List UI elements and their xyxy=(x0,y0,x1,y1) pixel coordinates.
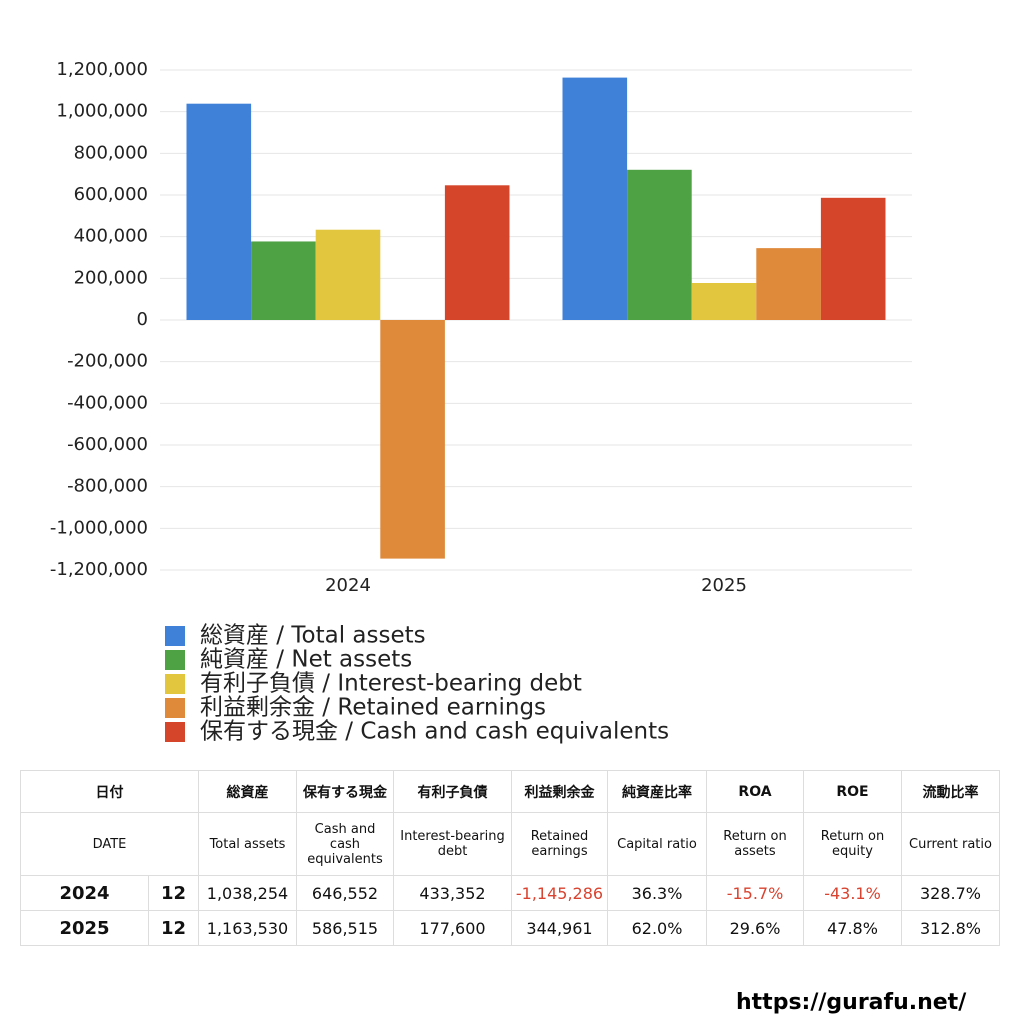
legend-swatch xyxy=(165,650,185,670)
y-tick-label: 1,200,000 xyxy=(56,59,148,80)
y-tick-label: 0 xyxy=(137,309,148,330)
y-tick-label: -600,000 xyxy=(67,434,148,455)
y-tick-label: -200,000 xyxy=(67,351,148,372)
bar xyxy=(380,320,445,559)
header-cell: 純資産比率 xyxy=(607,770,707,813)
header-cell: Current ratio xyxy=(901,812,1000,876)
data-cell: 586,515 xyxy=(296,910,394,946)
data-row: 2024 12 1,038,254 646,552 433,352 -1,145,286 3… xyxy=(20,875,1000,911)
data-cell: 344,961 xyxy=(511,910,608,946)
data-cell: 36.3% xyxy=(607,875,707,911)
y-tick-label: 800,000 xyxy=(74,142,148,163)
header-cell: Retained earnings xyxy=(511,812,608,876)
x-tick-label: 2025 xyxy=(701,575,747,596)
data-cell: 433,352 xyxy=(393,875,512,911)
y-tick-label: 600,000 xyxy=(74,184,148,205)
footer-url: https://gurafu.net/ xyxy=(736,990,967,1015)
bar xyxy=(251,241,316,320)
legend-swatch xyxy=(165,626,185,646)
data-cell: 646,552 xyxy=(296,875,394,911)
header-cell: 利益剰余金 xyxy=(511,770,608,813)
data-cell: 312.8% xyxy=(901,910,1000,946)
legend-label: 利益剰余金 / Retained earnings xyxy=(200,695,546,721)
header-cell: 流動比率 xyxy=(901,770,1000,813)
bar xyxy=(562,77,628,320)
data-cell: 47.8% xyxy=(803,910,902,946)
legend-label: 総資産 / Total assets xyxy=(200,623,426,649)
legend-label: 純資産 / Net assets xyxy=(200,647,412,673)
bar xyxy=(186,103,252,320)
header-cell: Return on assets xyxy=(706,812,804,876)
data-row: 2025 12 1,163,530 586,515 177,600 344,961 62.0… xyxy=(20,910,1000,946)
data-cell: 12 xyxy=(148,875,199,911)
y-tick-label: 1,000,000 xyxy=(56,101,148,122)
y-tick-label: -400,000 xyxy=(67,392,148,413)
legend-swatch xyxy=(165,698,185,718)
header-cell: 保有する現金 xyxy=(296,770,394,813)
data-cell: 12 xyxy=(148,910,199,946)
bar xyxy=(820,197,886,320)
data-cell: 177,600 xyxy=(393,910,512,946)
header-row: DATE Total assets Cash and cash equivalent… xyxy=(20,812,1000,876)
data-cell: 328.7% xyxy=(901,875,1000,911)
header-cell: Capital ratio xyxy=(607,812,707,876)
header-cell: DATE xyxy=(20,812,199,876)
data-cell: 62.0% xyxy=(607,910,707,946)
header-cell: Interest-bearing debt xyxy=(393,812,512,876)
chart: -1,200,000 -1,000,000 -800,000 -600,000 -400… xyxy=(50,59,912,745)
data-cell: -1,145,286 xyxy=(511,875,608,911)
bar xyxy=(444,185,510,320)
bar xyxy=(627,169,692,320)
header-cell: 総資産 xyxy=(198,770,297,813)
data-cell: 2025 xyxy=(20,910,149,946)
y-tick-label: -800,000 xyxy=(67,476,148,497)
data-cell: 29.6% xyxy=(706,910,804,946)
legend-label: 保有する現金 / Cash and cash equivalents xyxy=(200,719,669,745)
bar xyxy=(315,229,381,320)
legend-label: 有利子負債 / Interest-bearing debt xyxy=(200,671,582,697)
header-cell: Cash and cash equivalents xyxy=(296,812,394,876)
data-cell: 1,163,530 xyxy=(198,910,297,946)
y-tick-label: 200,000 xyxy=(74,267,148,288)
x-tick-label: 2024 xyxy=(325,575,371,596)
legend-swatch xyxy=(165,722,185,742)
header-cell: 日付 xyxy=(20,770,199,813)
y-tick-label: 400,000 xyxy=(74,226,148,247)
header-cell: ROE xyxy=(803,770,902,813)
y-tick-label: -1,200,000 xyxy=(50,559,148,580)
header-cell: 有利子負債 xyxy=(393,770,512,813)
legend-swatch xyxy=(165,674,185,694)
data-cell: -15.7% xyxy=(706,875,804,911)
bar xyxy=(691,283,757,320)
header-cell: ROA xyxy=(706,770,804,813)
y-tick-label: -1,000,000 xyxy=(50,517,148,538)
header-row: 日付 総資産 保有する現金 有利子負債 利益剰余金 純資産比率 ROA ROE 流動比率 xyxy=(20,770,1000,813)
data-cell: 2024 xyxy=(20,875,149,911)
header-cell: Return on equity xyxy=(803,812,902,876)
data-cell: -43.1% xyxy=(803,875,902,911)
header-cell: Total assets xyxy=(198,812,297,876)
data-cell: 1,038,254 xyxy=(198,875,297,911)
data-table: 日付 総資産 保有する現金 有利子負債 利益剰余金 純資産比率 ROA ROE 流動比率 DATE… xyxy=(20,770,1000,946)
bar xyxy=(756,248,821,320)
